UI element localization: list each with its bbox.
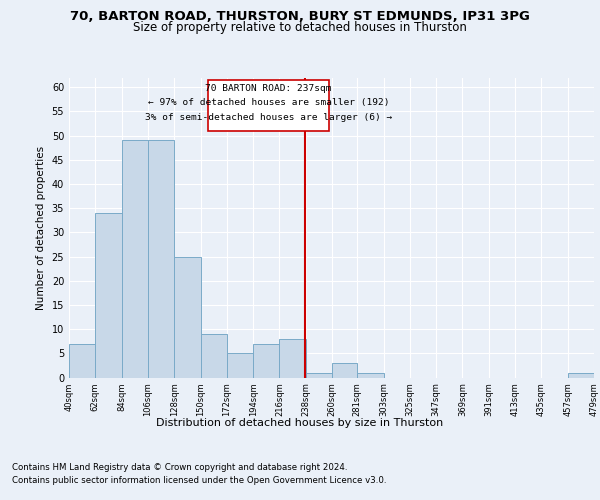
Text: 70 BARTON ROAD: 237sqm: 70 BARTON ROAD: 237sqm [205, 84, 332, 93]
Bar [200, 334, 227, 378]
Text: Distribution of detached houses by size in Thurston: Distribution of detached houses by size … [157, 418, 443, 428]
Bar [332, 363, 357, 378]
Text: 70, BARTON ROAD, THURSTON, BURY ST EDMUNDS, IP31 3PG: 70, BARTON ROAD, THURSTON, BURY ST EDMUN… [70, 10, 530, 23]
Bar [280, 339, 306, 378]
Bar [174, 256, 200, 378]
Bar [253, 344, 280, 378]
Text: 3% of semi-detached houses are larger (6) →: 3% of semi-detached houses are larger (6… [145, 113, 392, 122]
Bar [227, 354, 253, 378]
Bar [357, 372, 383, 378]
Text: Contains HM Land Registry data © Crown copyright and database right 2024.: Contains HM Land Registry data © Crown c… [12, 462, 347, 471]
Bar [69, 344, 95, 378]
Bar [95, 213, 122, 378]
Bar [208, 80, 329, 130]
Bar [306, 372, 332, 378]
Y-axis label: Number of detached properties: Number of detached properties [36, 146, 46, 310]
Bar [568, 372, 594, 378]
Bar [122, 140, 148, 378]
Text: Size of property relative to detached houses in Thurston: Size of property relative to detached ho… [133, 22, 467, 35]
Text: Contains public sector information licensed under the Open Government Licence v3: Contains public sector information licen… [12, 476, 386, 485]
Text: ← 97% of detached houses are smaller (192): ← 97% of detached houses are smaller (19… [148, 98, 389, 108]
Bar [148, 140, 174, 378]
